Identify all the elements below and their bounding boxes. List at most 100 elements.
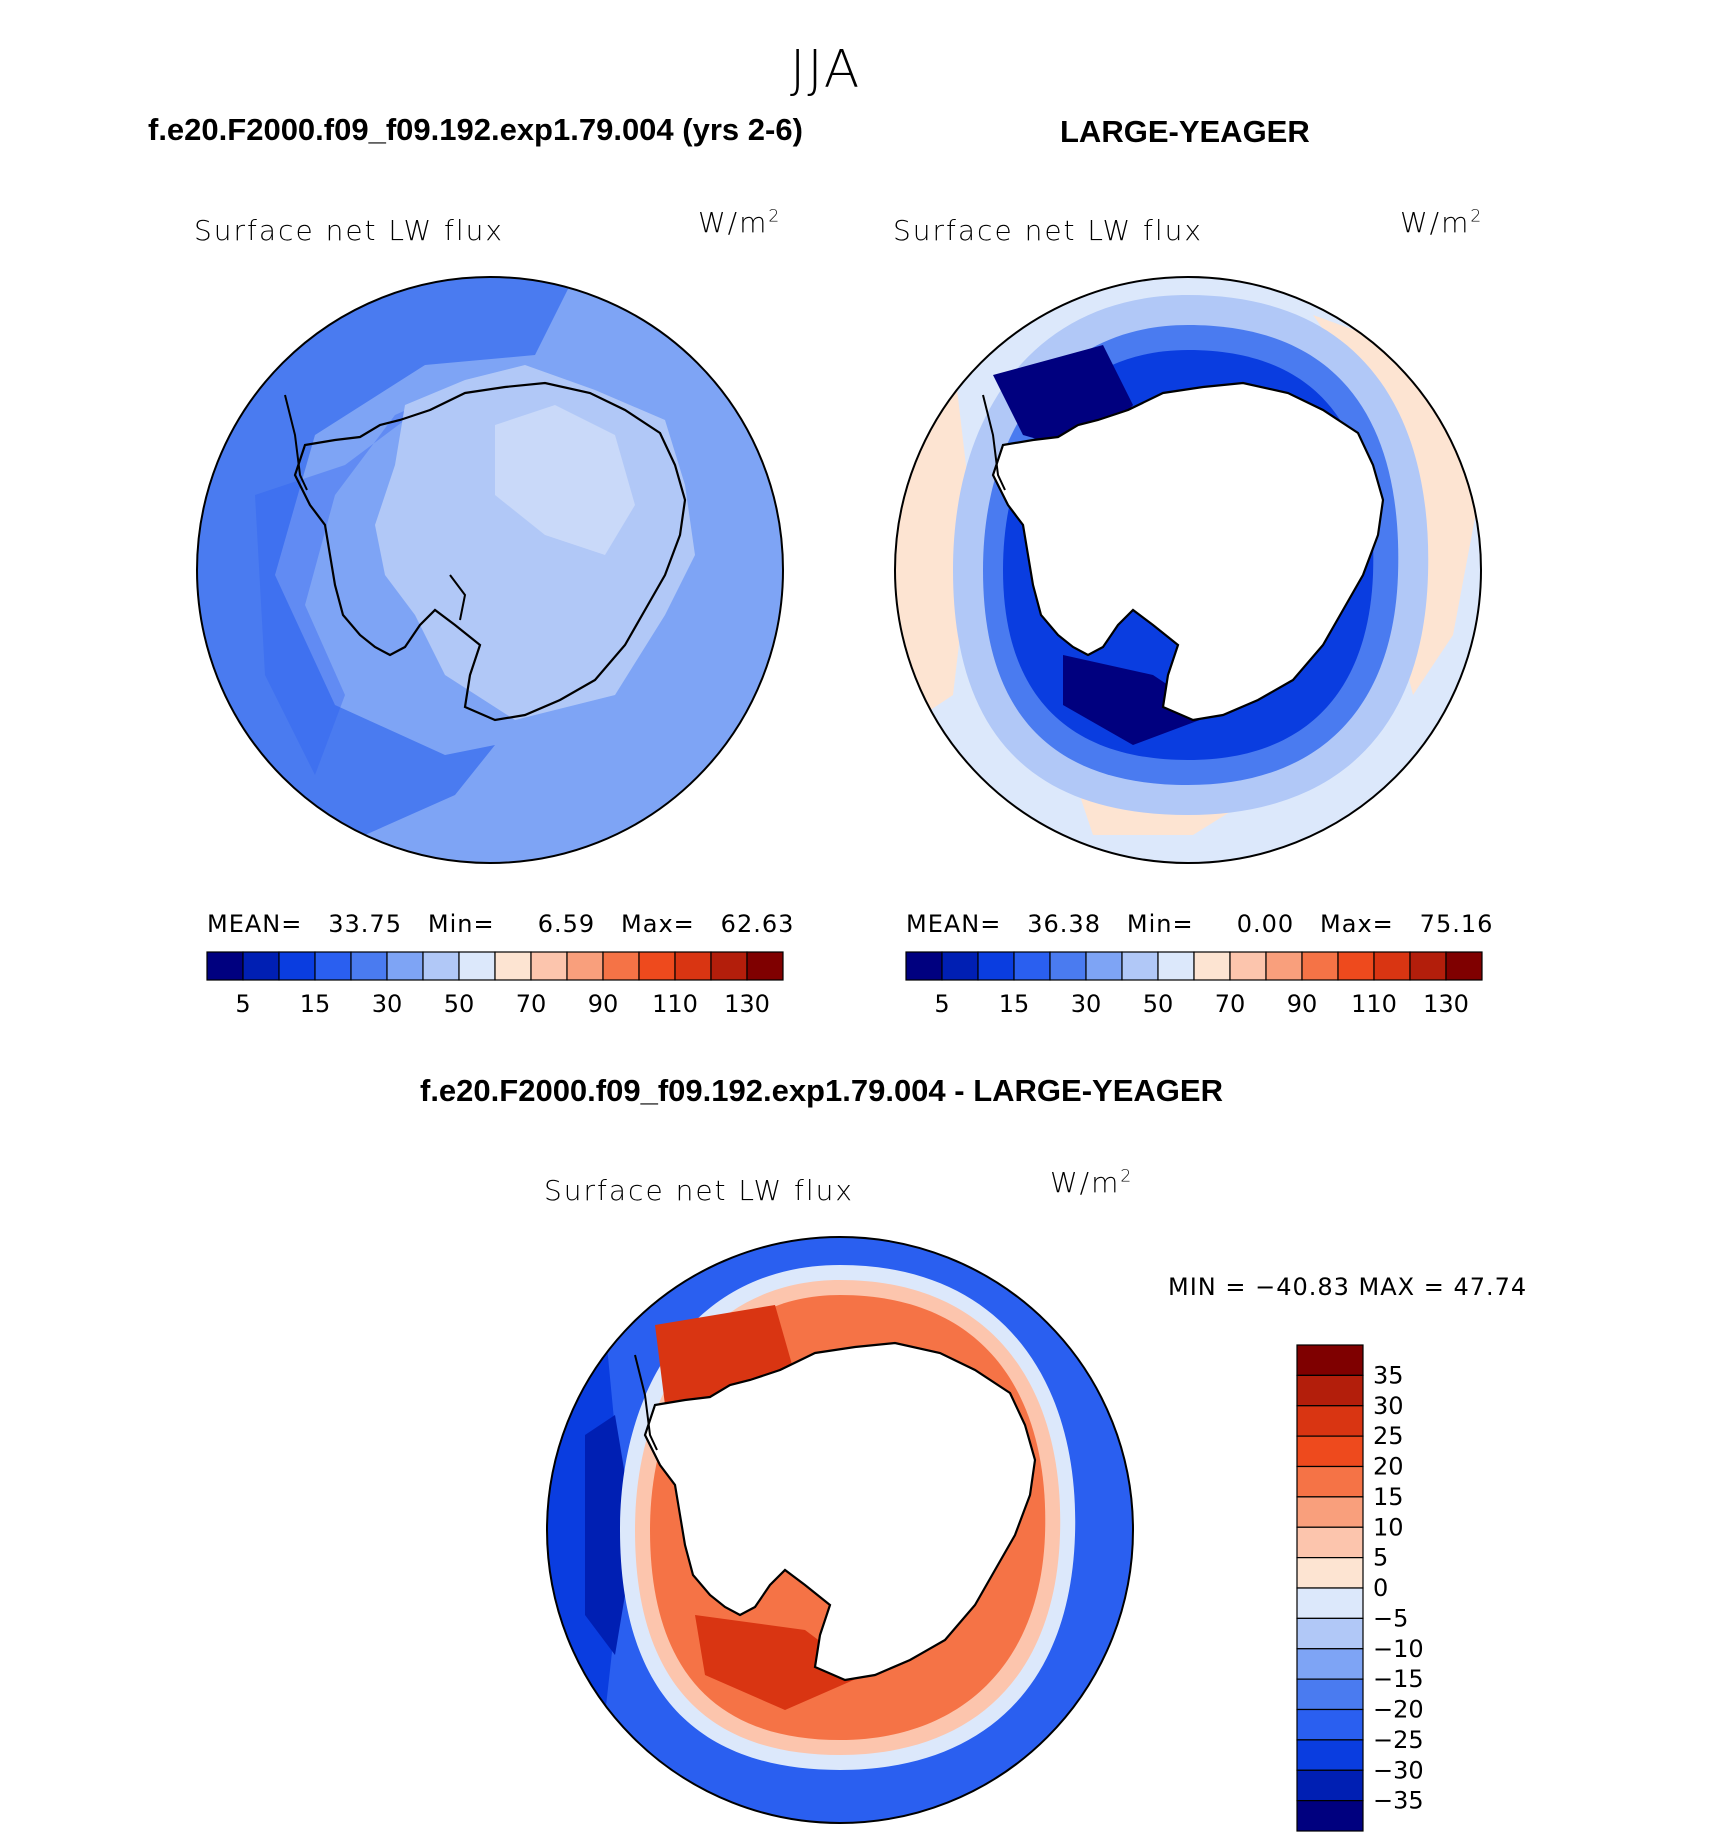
right-peninsula-coastline <box>982 394 1006 491</box>
left-mean-label: MEAN= <box>207 910 303 938</box>
diff-colorbar-swatch <box>1296 1739 1364 1771</box>
left-peninsula-coastline <box>284 394 308 491</box>
right-polar-map <box>894 276 1482 864</box>
left-panel-header: f.e20.F2000.f09_f09.192.exp1.79.004 (yrs… <box>148 112 803 147</box>
diff-field-band-dark <box>585 1415 635 1655</box>
left-ross-coastline <box>449 574 467 621</box>
right-mean-label: MEAN= <box>906 910 1002 938</box>
diff-colorbar-swatch <box>1296 1648 1364 1680</box>
diff-colorbar-tick-label: −5 <box>1373 1604 1408 1632</box>
right-colorbar-tick-label: 90 <box>1287 990 1318 1018</box>
season-title: JJA <box>790 40 862 100</box>
diff-colorbar-swatch <box>1296 1678 1364 1711</box>
left-colorbar-swatch <box>386 951 424 981</box>
diff-antarctica-coastline <box>643 1341 1037 1682</box>
diff-colorbar-tick-label: −15 <box>1373 1665 1424 1693</box>
left-colorbar-swatch <box>602 951 640 981</box>
right-colorbar-swatch <box>1013 951 1051 981</box>
right-antarctica-coastline <box>991 381 1385 722</box>
diff-field-core-south <box>695 1615 865 1710</box>
diff-colorbar-tick-label: 30 <box>1373 1392 1404 1420</box>
right-colorbar-swatch <box>1409 951 1447 981</box>
left-colorbar-tick-label: 110 <box>652 990 698 1018</box>
left-colorbar-swatch <box>350 951 388 981</box>
diff-colorbar-swatch <box>1296 1587 1364 1619</box>
diff-map-border <box>546 1236 1134 1824</box>
diff-colorbar-swatch <box>1296 1374 1364 1407</box>
right-min-label: Min= <box>1126 910 1194 938</box>
right-colorbar-swatch <box>941 951 979 981</box>
diff-colorbar-tick-label: 20 <box>1373 1453 1404 1481</box>
left-colorbar-swatch <box>530 951 568 981</box>
left-colorbar-tick-label: 30 <box>372 990 403 1018</box>
diff-colorbar-swatch <box>1296 1344 1364 1376</box>
right-colorbar-swatch <box>1229 951 1267 981</box>
left-max-label: Max= <box>621 910 695 938</box>
diff-colorbar-swatch <box>1296 1526 1364 1559</box>
diff-colorbar-swatch <box>1296 1617 1364 1650</box>
right-colorbar-swatch <box>1157 951 1195 981</box>
right-panel-header: LARGE-YEAGER <box>1060 114 1310 149</box>
diff-colorbar-swatch <box>1296 1465 1364 1498</box>
right-field-core-south <box>1063 655 1213 745</box>
diff-colorbar-tick-label: 35 <box>1373 1361 1404 1389</box>
right-map-border <box>894 276 1482 864</box>
diff-variable-label: Surface net LW flux <box>544 1174 854 1207</box>
diff-colorbar-swatch <box>1296 1405 1364 1437</box>
diff-minmax: MIN = −40.83 MAX = 47.74 <box>1168 1273 1528 1301</box>
left-colorbar-swatch <box>278 951 316 981</box>
diff-colorbar-swatch <box>1296 1435 1364 1468</box>
left-colorbar-swatch <box>242 951 280 981</box>
left-colorbar: 5 15 30 50 70 90 110 130 <box>206 951 784 1018</box>
right-colorbar-swatch <box>905 951 943 981</box>
diff-colorbar-tick-label: 10 <box>1373 1513 1404 1541</box>
diff-units-label: W/m2 <box>1050 1166 1134 1199</box>
left-max-value: 62.63 <box>720 910 795 938</box>
diff-colorbar-tick-label: −30 <box>1373 1756 1424 1784</box>
left-field-band-west <box>197 277 575 863</box>
diff-colorbar-tick-label: 25 <box>1373 1422 1404 1450</box>
left-colorbar-swatch <box>710 951 748 981</box>
diff-colorbar-tick-label: −25 <box>1373 1726 1424 1754</box>
left-colorbar-swatch <box>314 951 352 981</box>
diff-colorbar-swatch <box>1296 1800 1364 1832</box>
left-antarctica-coastline <box>293 381 687 722</box>
diff-colorbar-swatch <box>1296 1496 1364 1528</box>
left-colorbar-swatch <box>494 951 532 981</box>
left-colorbar-tick-label: 50 <box>444 990 475 1018</box>
right-colorbar-swatch <box>1445 951 1483 981</box>
left-field-band-dark <box>255 375 485 775</box>
right-colorbar-tick-label: 130 <box>1423 990 1469 1018</box>
right-units-label: W/m2 <box>1400 206 1484 239</box>
diff-peninsula-coastline <box>634 1354 658 1451</box>
diff-colorbar-swatch <box>1296 1769 1364 1802</box>
left-colorbar-tick-label: 130 <box>724 990 770 1018</box>
left-stats: MEAN= 33.75 Min= 6.59 Max= 62.63 <box>207 910 794 938</box>
left-field-interior-light <box>495 405 635 555</box>
right-colorbar-tick-label: 110 <box>1351 990 1397 1018</box>
left-polar-map <box>196 276 784 864</box>
left-colorbar-tick-label: 90 <box>588 990 619 1018</box>
right-max-value: 75.16 <box>1419 910 1494 938</box>
right-colorbar-swatch <box>977 951 1015 981</box>
right-min-value: 0.00 <box>1236 910 1295 938</box>
right-variable-label: Surface net LW flux <box>893 214 1203 247</box>
right-colorbar-swatch <box>1049 951 1087 981</box>
right-colorbar-tick-label: 15 <box>999 990 1030 1018</box>
left-colorbar-swatch <box>566 951 604 981</box>
diff-colorbar-tick-label: −10 <box>1373 1635 1424 1663</box>
left-colorbar-swatch <box>638 951 676 981</box>
left-mean-value: 33.75 <box>328 910 402 938</box>
left-colorbar-swatch <box>674 951 712 981</box>
left-colorbar-tick-label: 5 <box>235 990 250 1018</box>
right-colorbar-tick-label: 30 <box>1071 990 1102 1018</box>
right-max-label: Max= <box>1320 910 1394 938</box>
left-colorbar-swatch <box>458 951 496 981</box>
left-colorbar-tick-label: 15 <box>300 990 331 1018</box>
left-colorbar-swatch <box>206 951 244 981</box>
left-colorbar-swatch <box>746 951 784 981</box>
diff-panel-header: f.e20.F2000.f09_f09.192.exp1.79.004 - LA… <box>420 1073 1223 1108</box>
right-mean-value: 36.38 <box>1027 910 1101 938</box>
left-variable-label: Surface net LW flux <box>194 214 504 247</box>
